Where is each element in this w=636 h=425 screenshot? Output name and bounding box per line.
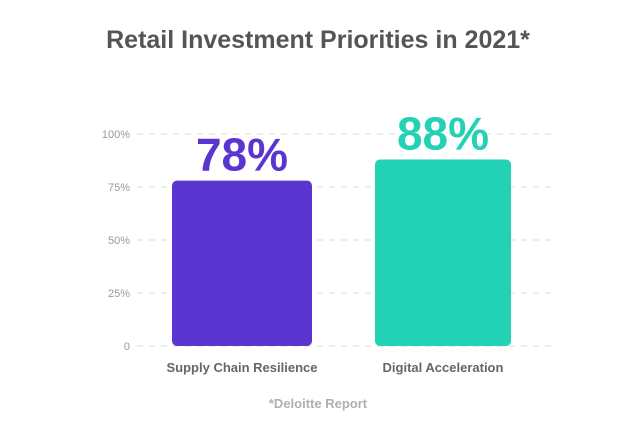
data-label: 78% <box>196 129 288 181</box>
footnote: *Deloitte Report <box>268 396 368 411</box>
y-tick-label: 75% <box>108 182 130 194</box>
bar <box>172 180 312 346</box>
y-tick-label: 0 <box>124 341 130 353</box>
data-label: 88% <box>397 107 489 159</box>
y-tick-label: 25% <box>108 288 130 300</box>
x-tick-label: Digital Acceleration <box>383 360 504 375</box>
y-tick-label: 100% <box>102 129 130 141</box>
chart-title: Retail Investment Priorities in 2021* <box>106 26 530 54</box>
bar <box>375 159 511 346</box>
x-tick-label: Supply Chain Resilience <box>167 360 318 375</box>
y-tick-label: 50% <box>108 235 130 247</box>
